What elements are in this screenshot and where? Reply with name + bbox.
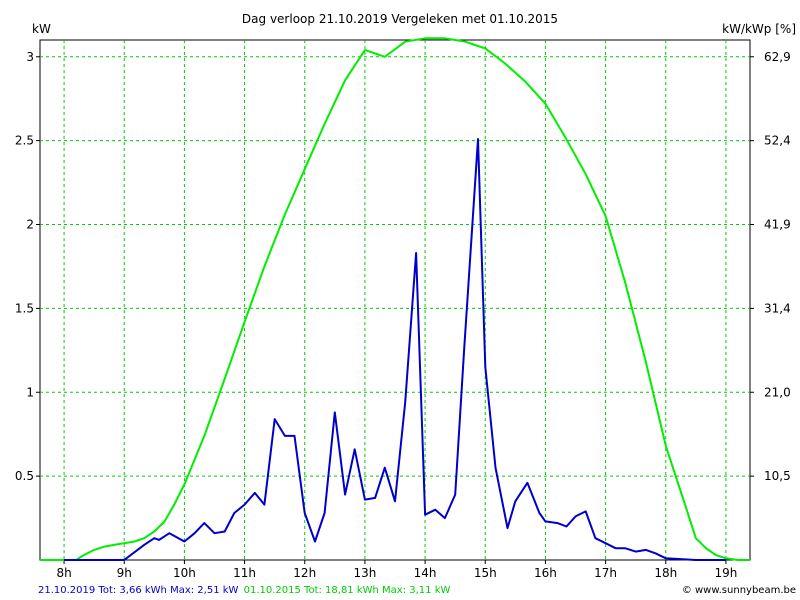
left-axis-label: kW [32,22,51,36]
series-line-01.10.2015 [40,37,750,561]
x-axis-ticks: 8h 9h 10h 11h 12h 13h 14h 15h 16h 17h 18h 19h [56,560,737,580]
y-tick-label-left: 3 [26,50,34,64]
y-tick-label-left: 0.5 [15,469,34,483]
x-tick-label: 9h [117,566,132,580]
y-tick-label-right: 62,9 [764,50,791,64]
y-tick-label-left: 2 [26,218,34,232]
x-tick-label: 16h [534,566,557,580]
x-tick-label: 14h [414,566,437,580]
y-tick-label-left: 1.5 [15,301,34,315]
y-tick-label-right: 10,5 [764,469,791,483]
x-tick-label: 13h [353,566,376,580]
legend-item-2019: 21.10.2019 Tot: 3,66 kWh Max: 2,51 kW [38,585,239,596]
right-y-axis-ticks: 10,5 21,0 31,4 41,9 52,4 62,9 [750,50,791,483]
x-tick-label: 8h [56,566,71,580]
series-line-21.10.2019 [64,138,726,561]
x-tick-label: 17h [594,566,617,580]
x-tick-label: 12h [293,566,316,580]
plot-area [39,39,751,561]
gridlines [40,40,750,560]
x-tick-label: 18h [654,566,677,580]
y-tick-label-right: 21,0 [764,385,791,399]
y-tick-label-left: 2.5 [15,134,34,148]
left-y-axis-ticks: 0.5 1 1.5 2 2.5 3 [15,50,40,483]
legend-item-2015: 01.10.2015 Tot: 18,81 kWh Max: 3,11 kW [244,585,451,596]
x-tick-label: 10h [173,566,196,580]
x-tick-label: 11h [233,566,256,580]
x-tick-label: 15h [474,566,497,580]
y-tick-label-right: 52,4 [764,134,791,148]
y-tick-label-left: 1 [26,385,34,399]
y-tick-label-right: 41,9 [764,218,791,232]
copyright-text: © www.sunnybeam.be [682,585,796,596]
series-lines [40,37,750,561]
y-tick-label-right: 31,4 [764,301,791,315]
chart-title: Dag verloop 21.10.2019 Vergeleken met 01… [242,12,558,26]
x-tick-label: 19h [714,566,737,580]
right-axis-label: kW/kWp [%] [722,22,796,36]
legend: 21.10.2019 Tot: 3,66 kWh Max: 2,51 kW 01… [38,585,450,596]
